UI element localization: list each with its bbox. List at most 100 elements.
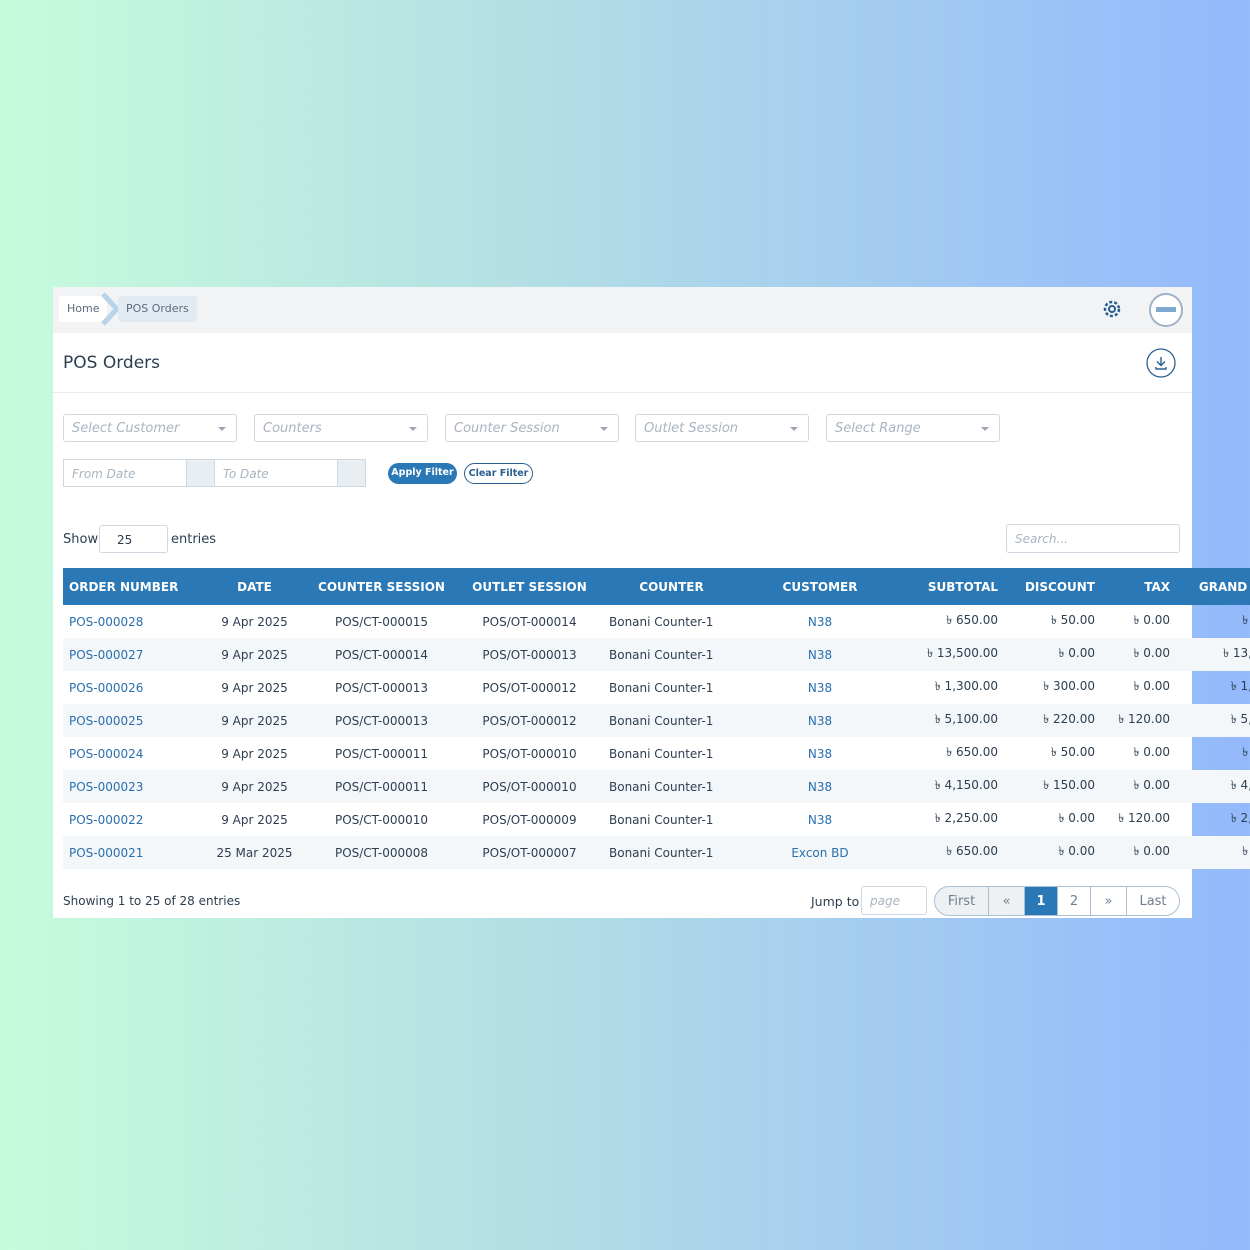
table-cell[interactable]: N38 (807, 746, 833, 761)
orders-table: ORDER NUMBER DATE COUNTER SESSION OUTLET SE… (63, 568, 1250, 869)
table-cell[interactable]: POS-000023 (63, 770, 202, 803)
table-cell[interactable]: N38 (807, 680, 833, 695)
top-bar: Home POS Orders (53, 287, 1192, 333)
page-last[interactable]: Last (1126, 886, 1180, 916)
table-cell[interactable]: Excon BD (740, 836, 900, 869)
table-row: POS-000026 9 Apr 2025 POS/CT-000013 POS/OT-… (63, 671, 1250, 704)
settings-icon[interactable] (1101, 298, 1123, 320)
calendar-icon[interactable] (337, 459, 366, 487)
apply-filter-button[interactable]: Apply Filter (388, 463, 457, 484)
from-date[interactable]: From Date (63, 459, 187, 487)
select[interactable]: Select Customer (63, 414, 237, 442)
table-cell: 9 Apr 2025 (202, 770, 307, 803)
clear-filter-button[interactable]: Clear Filter (464, 463, 533, 484)
table-cell: ৳ 0.00 (1133, 744, 1170, 759)
page-first[interactable]: First (934, 886, 989, 916)
table-cell: ৳ 2,370.00 (1230, 810, 1250, 825)
table-cell: POS/CT-000013 (307, 704, 456, 737)
header-row: ORDER NUMBER DATE COUNTER SESSION OUTLET SE… (63, 568, 1250, 605)
table-cell: Bonani Counter-1 (609, 680, 714, 695)
table-cell: ৳ 13,500.00 (900, 638, 1004, 671)
table-cell: ৳ 1,300.00 (934, 678, 998, 693)
table-cell: ৳ 50.00 (1050, 744, 1095, 759)
select[interactable]: Counter Session (445, 414, 619, 442)
table-cell: ৳ 2,250.00 (934, 810, 998, 825)
table-cell: ৳ 120.00 (1101, 704, 1176, 737)
table-cell: ৳ 0.00 (1058, 810, 1095, 825)
table-cell: POS/CT-000008 (307, 836, 456, 869)
page-prev[interactable]: « (988, 886, 1025, 916)
table-cell: ৳ 1,000.00 (1230, 678, 1250, 693)
table-cell[interactable]: POS-000024 (69, 746, 144, 761)
table-cell: ৳ 650.00 (946, 612, 998, 627)
table-row: POS-000025 9 Apr 2025 POS/CT-000013 POS/OT-… (63, 704, 1250, 737)
table-cell: ৳ 0.00 (1004, 836, 1101, 869)
table-cell[interactable]: POS-000025 (63, 704, 202, 737)
table-body: POS-000028 9 Apr 2025 POS/CT-000015 POS/OT-… (63, 605, 1250, 869)
table-row: POS-000028 9 Apr 2025 POS/CT-000015 POS/OT-… (63, 605, 1250, 638)
jump-page-input[interactable]: page (861, 886, 927, 915)
table-cell: POS/CT-000011 (307, 770, 456, 803)
column-header: DISCOUNT (1004, 568, 1101, 605)
table-cell[interactable]: N38 (740, 770, 900, 803)
table-cell: 25 Mar 2025 (202, 836, 307, 869)
show-label: Show (63, 532, 99, 547)
table-info: Showing 1 to 25 of 28 entries (63, 894, 241, 908)
table-cell: ৳ 650.00 (1176, 836, 1250, 869)
entries-label: entries (171, 532, 217, 547)
table-cell[interactable]: N38 (740, 638, 900, 671)
table-cell: ৳ 5,100.00 (900, 704, 1004, 737)
table-cell[interactable]: N38 (740, 704, 900, 737)
table-cell: Bonani Counter-1 (603, 836, 740, 869)
table-cell: ৳ 150.00 (1004, 770, 1101, 803)
table-cell: POS/CT-000010 (334, 812, 429, 827)
table-cell[interactable]: POS-000026 (69, 680, 144, 695)
table-cell[interactable]: POS-000027 (63, 638, 202, 671)
table-cell: ৳ 0.00 (1004, 638, 1101, 671)
column-header: SUBTOTAL (900, 568, 1004, 605)
calendar-icon[interactable] (186, 459, 215, 487)
breadcrumb-current[interactable]: POS Orders (118, 296, 197, 322)
select[interactable]: Select Range (826, 414, 1000, 442)
table-row: POS-000023 9 Apr 2025 POS/CT-000011 POS/OT-… (63, 770, 1250, 803)
table-cell[interactable]: POS-000022 (69, 812, 144, 827)
page-number[interactable]: 1 (1024, 886, 1058, 916)
table-cell: ৳ 650.00 (946, 744, 998, 759)
search-input[interactable]: Search... (1006, 524, 1180, 553)
table-cell: ৳ 13,500.00 (1176, 638, 1250, 671)
breadcrumb-home[interactable]: Home (59, 296, 108, 322)
table-cell: Bonani Counter-1 (609, 812, 714, 827)
table-cell: Bonani Counter-1 (609, 746, 714, 761)
table-cell: ৳ 0.00 (1101, 836, 1176, 869)
table-cell: 9 Apr 2025 (221, 812, 288, 827)
page-size-select[interactable]: 25 (99, 525, 168, 553)
avatar[interactable] (1148, 292, 1184, 328)
table-cell: 9 Apr 2025 (221, 746, 288, 761)
column-header: GRAND TOTAL (1176, 568, 1250, 605)
column-header: COUNTER SESSION (307, 568, 456, 605)
table-cell: POS/OT-000013 (456, 638, 603, 671)
column-header: ORDER NUMBER (63, 568, 202, 605)
table-cell[interactable]: N38 (807, 812, 833, 827)
table-cell: ৳ 4,150.00 (900, 770, 1004, 803)
table-row: POS-000024 9 Apr 2025 POS/CT-000011 POS/OT-… (63, 737, 1250, 770)
table-cell: POS/CT-000014 (307, 638, 456, 671)
page-number[interactable]: 2 (1057, 886, 1091, 916)
table-row: POS-000027 9 Apr 2025 POS/CT-000014 POS/OT-… (63, 638, 1250, 671)
table-cell: ৳ 600.00 (1242, 744, 1250, 759)
table-cell[interactable]: N38 (807, 614, 833, 629)
to-date[interactable]: To Date (214, 459, 338, 487)
page-next[interactable]: » (1090, 886, 1127, 916)
table-cell[interactable]: POS-000021 (63, 836, 202, 869)
download-button[interactable] (1146, 348, 1176, 378)
table-cell: ৳ 220.00 (1004, 704, 1101, 737)
column-header: TAX (1101, 568, 1176, 605)
table-cell: POS/OT-000007 (456, 836, 603, 869)
table-cell: 9 Apr 2025 (221, 680, 288, 695)
select[interactable]: Outlet Session (635, 414, 809, 442)
select[interactable]: Counters (254, 414, 428, 442)
table-cell[interactable]: POS-000028 (69, 614, 144, 629)
table-cell: POS/OT-000012 (482, 680, 577, 695)
page-title: POS Orders (63, 353, 160, 373)
table-cell: ৳ 0.00 (1101, 770, 1176, 803)
